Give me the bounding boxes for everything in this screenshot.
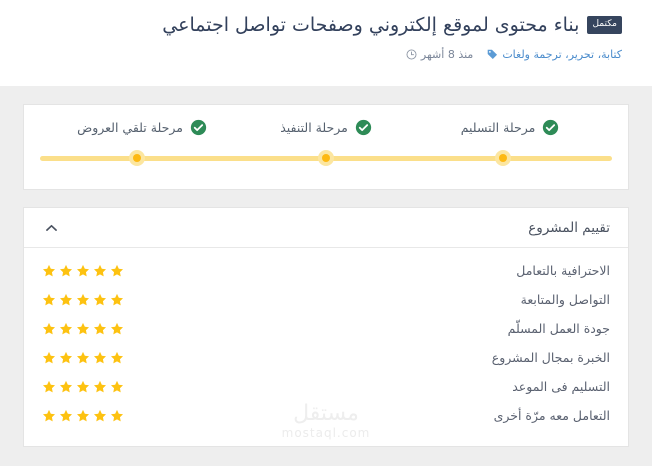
star-icon <box>110 351 124 365</box>
rating-criteria-list: الاحترافية بالتعامل التواصل والمتابعة جو… <box>24 248 628 430</box>
star-icon <box>110 322 124 336</box>
star-icon <box>110 380 124 394</box>
star-rating <box>42 264 124 278</box>
star-rating <box>42 380 124 394</box>
stage-item-delivery: مرحلة التسليم <box>418 119 602 136</box>
project-meta: كتابة، تحرير، ترجمة ولغات منذ 8 أشهر <box>30 48 622 61</box>
rating-row: التسليم فى الموعد <box>42 372 610 401</box>
stage-item-execution: مرحلة التنفيذ <box>234 119 418 136</box>
rating-row: التعامل معه مرّة أخرى <box>42 401 610 430</box>
progress-dot-offers[interactable] <box>129 150 146 166</box>
star-icon <box>76 380 90 394</box>
star-icon <box>42 409 56 423</box>
star-icon <box>76 409 90 423</box>
chevron-up-icon[interactable] <box>42 219 60 237</box>
star-rating <box>42 409 124 423</box>
star-icon <box>76 351 90 365</box>
star-icon <box>42 351 56 365</box>
meta-time: منذ 8 أشهر <box>406 48 473 61</box>
star-icon <box>76 293 90 307</box>
rating-criterion-label: الخبرة بمجال المشروع <box>491 350 610 365</box>
rating-row: الاحترافية بالتعامل <box>42 256 610 285</box>
stage-label-delivery: مرحلة التسليم <box>460 120 536 135</box>
rating-criterion-label: الاحترافية بالتعامل <box>516 263 610 278</box>
star-icon <box>59 264 73 278</box>
meta-categories-label: كتابة، تحرير، ترجمة ولغات <box>502 48 622 61</box>
star-icon <box>110 264 124 278</box>
star-icon <box>42 380 56 394</box>
title-row: مكتمل بناء محتوى لموقع إلكتروني وصفحات ت… <box>30 12 622 38</box>
star-rating <box>42 322 124 336</box>
page-header: مكتمل بناء محتوى لموقع إلكتروني وصفحات ت… <box>0 0 652 86</box>
rating-row: التواصل والمتابعة <box>42 285 610 314</box>
rating-row: الخبرة بمجال المشروع <box>42 343 610 372</box>
rating-criterion-label: التسليم فى الموعد <box>512 379 610 394</box>
star-rating <box>42 293 124 307</box>
stage-label-execution: مرحلة التنفيذ <box>280 120 348 135</box>
tag-icon <box>487 49 498 60</box>
progress-dot-execution[interactable] <box>318 150 334 166</box>
page-title: بناء محتوى لموقع إلكتروني وصفحات تواصل ا… <box>162 14 580 36</box>
star-icon <box>93 264 107 278</box>
stage-item-offers: مرحلة تلقي العروض <box>50 119 234 136</box>
star-icon <box>42 293 56 307</box>
star-icon <box>110 293 124 307</box>
progress-dot-delivery[interactable] <box>495 150 512 166</box>
meta-categories[interactable]: كتابة، تحرير، ترجمة ولغات <box>487 48 622 61</box>
star-icon <box>110 409 124 423</box>
rating-criterion-label: التعامل معه مرّة أخرى <box>493 408 610 423</box>
stage-label-offers: مرحلة تلقي العروض <box>77 120 183 135</box>
star-icon <box>93 322 107 336</box>
status-badge: مكتمل <box>587 16 622 34</box>
project-stages-card: مرحلة التسليم مرحلة التنفيذ مرحلة تلقي ا… <box>23 104 629 190</box>
meta-time-label: منذ 8 أشهر <box>420 48 474 61</box>
check-circle-icon <box>190 119 207 136</box>
rating-criterion-label: التواصل والمتابعة <box>520 292 610 307</box>
star-icon <box>59 351 73 365</box>
star-icon <box>76 322 90 336</box>
stage-label-list: مرحلة التسليم مرحلة التنفيذ مرحلة تلقي ا… <box>24 105 628 136</box>
rating-criterion-label: جودة العمل المسلّم <box>507 321 610 336</box>
rating-row: جودة العمل المسلّم <box>42 314 610 343</box>
star-icon <box>93 293 107 307</box>
clock-icon <box>406 49 417 60</box>
star-rating <box>42 351 124 365</box>
project-rating-card: تقييم المشروع الاحترافية بالتعامل التواص… <box>23 207 629 447</box>
star-icon <box>42 264 56 278</box>
rating-panel-header: تقييم المشروع <box>24 208 628 248</box>
star-icon <box>93 380 107 394</box>
star-icon <box>59 409 73 423</box>
star-icon <box>59 293 73 307</box>
star-icon <box>93 351 107 365</box>
rating-panel-title: تقييم المشروع <box>528 219 610 236</box>
star-icon <box>59 322 73 336</box>
star-icon <box>76 264 90 278</box>
check-circle-icon <box>542 119 559 136</box>
check-circle-icon <box>355 119 372 136</box>
star-icon <box>59 380 73 394</box>
stage-progress-bar <box>40 150 612 166</box>
star-icon <box>42 322 56 336</box>
star-icon <box>93 409 107 423</box>
